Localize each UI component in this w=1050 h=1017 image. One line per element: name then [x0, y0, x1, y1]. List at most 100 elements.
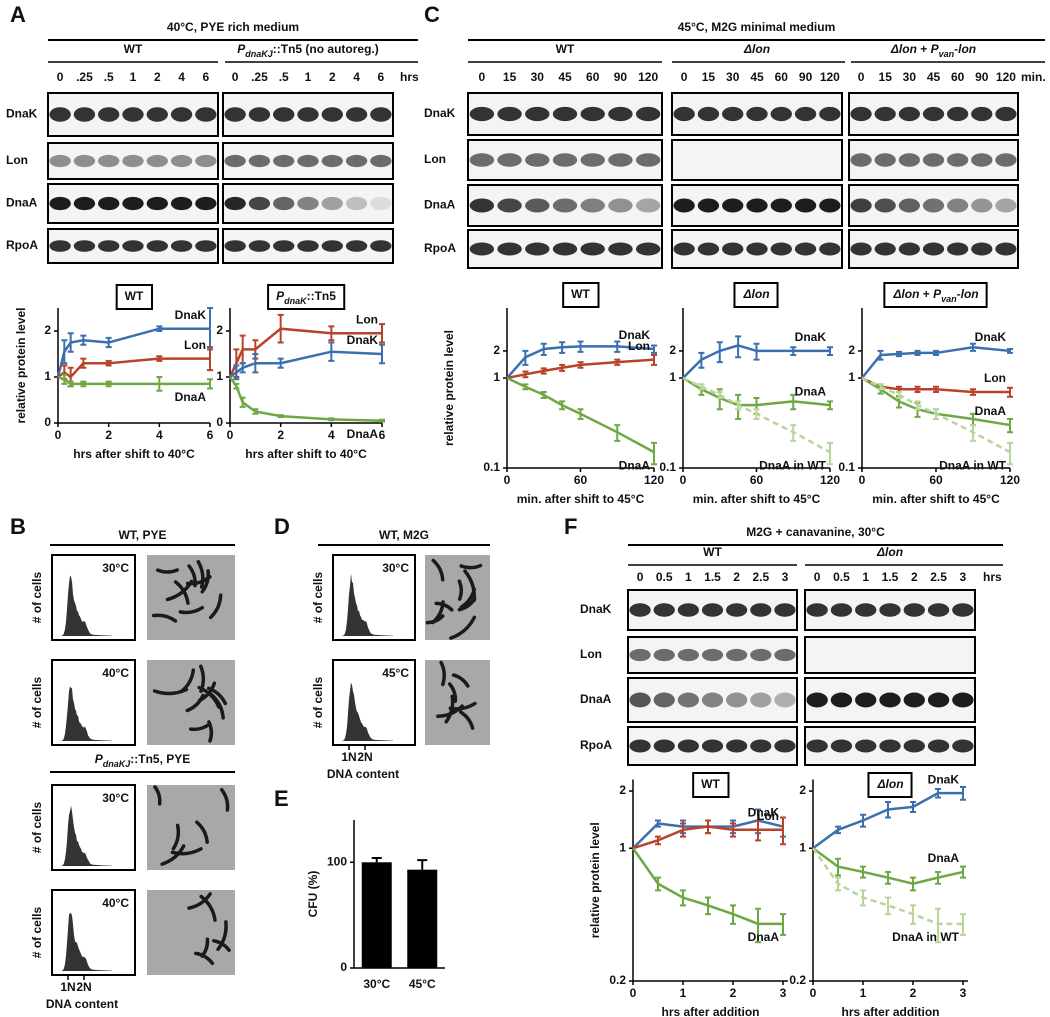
- blot-box: [804, 636, 976, 674]
- x-tick-label: 1: [860, 986, 867, 1000]
- micrograph: [147, 890, 235, 975]
- error-bar: [1007, 348, 1013, 354]
- band: [750, 603, 772, 617]
- band: [677, 692, 699, 708]
- x-axis-label: hrs after shift to 40°C: [73, 447, 195, 461]
- band: [525, 198, 550, 213]
- error-bar: [730, 904, 736, 925]
- band: [49, 196, 71, 211]
- series-label: DnaA: [928, 851, 960, 865]
- cell: [188, 722, 212, 732]
- time-label: 90: [614, 70, 628, 84]
- micrograph: [147, 660, 235, 745]
- y-tick-label: 2: [619, 783, 626, 797]
- error-bar: [753, 342, 760, 361]
- band: [525, 242, 550, 256]
- panel-letter: A: [10, 2, 26, 27]
- series-label: DnaA: [975, 404, 1007, 418]
- band: [726, 739, 748, 753]
- band: [73, 240, 96, 252]
- error-bar: [896, 390, 902, 399]
- band: [146, 107, 168, 122]
- condition-label: 30°C: [382, 561, 409, 575]
- time-label: 2.5: [930, 570, 947, 584]
- time-unit: hrs: [983, 570, 1002, 584]
- band: [774, 692, 796, 708]
- error-bar: [614, 340, 621, 353]
- text-segment: -lon: [954, 42, 976, 56]
- band: [635, 198, 661, 213]
- title-box: [562, 282, 600, 308]
- text-segment: Δlon: [742, 287, 769, 301]
- band: [297, 240, 319, 252]
- row-label: DnaK: [6, 107, 38, 121]
- band: [345, 196, 368, 211]
- band: [224, 240, 246, 252]
- band: [497, 198, 522, 213]
- cell: [195, 820, 209, 844]
- cell: [457, 579, 464, 601]
- band: [746, 198, 768, 213]
- row-label: RpoA: [6, 238, 38, 252]
- error-bar: [577, 340, 584, 353]
- y-axis-label: # of cells: [30, 801, 44, 853]
- y-tick-label: 100: [327, 854, 347, 868]
- time-label: 45: [927, 70, 941, 84]
- band: [947, 198, 969, 213]
- band: [677, 603, 699, 617]
- text-segment: Δlon: [892, 287, 919, 301]
- error-bar: [835, 876, 841, 892]
- y-tick-label: 2: [848, 343, 855, 357]
- band: [73, 107, 96, 122]
- error-bar: [910, 904, 916, 925]
- time-label: 0: [57, 70, 64, 84]
- y-tick-label: 1: [799, 840, 806, 854]
- band: [697, 106, 720, 122]
- x-tick-label: 6: [379, 428, 386, 442]
- x-tick-label: 120: [820, 473, 840, 487]
- error-bar: [614, 358, 621, 366]
- error-bar: [61, 339, 68, 365]
- band: [971, 153, 993, 167]
- y-tick-label: 1: [669, 370, 676, 384]
- text-segment: van: [941, 294, 957, 304]
- x-tick-label: 0: [680, 473, 687, 487]
- series-label: DnaA: [748, 930, 780, 944]
- series-label: Lon: [757, 809, 779, 823]
- band: [195, 240, 217, 252]
- error-bar: [379, 323, 385, 344]
- chart-title: WT: [701, 777, 720, 791]
- time-label: 30: [531, 70, 545, 84]
- band: [248, 196, 271, 211]
- title-box: [267, 284, 346, 310]
- band: [850, 198, 872, 213]
- error-bar: [614, 424, 621, 442]
- band: [469, 153, 495, 167]
- text-segment: Δlon: [743, 42, 770, 56]
- error-bar: [970, 342, 976, 352]
- error-bar: [877, 383, 884, 391]
- series-label: DnaA: [795, 384, 827, 398]
- band: [806, 739, 828, 753]
- group-label: Δlon: [876, 545, 903, 559]
- band: [73, 196, 96, 211]
- time-label: 4: [353, 70, 360, 84]
- band: [947, 153, 969, 167]
- row-label: Lon: [424, 152, 446, 166]
- band: [321, 196, 343, 211]
- band: [855, 692, 877, 708]
- band: [830, 739, 853, 753]
- condition-label: 40°C: [102, 896, 129, 910]
- band: [903, 692, 925, 708]
- series-label: DnaA in WT: [939, 458, 1007, 472]
- time-label: 90: [799, 70, 813, 84]
- group-label: Δlon + Pvan-lon: [890, 42, 976, 59]
- band: [653, 692, 675, 708]
- title-box: [692, 772, 730, 798]
- x-tick-label: 45°C: [409, 977, 436, 991]
- time-label: 30: [726, 70, 740, 84]
- x-tick-label: 120: [644, 473, 664, 487]
- error-bar: [780, 913, 786, 936]
- error-bar: [371, 857, 382, 863]
- row-label: Lon: [580, 647, 602, 661]
